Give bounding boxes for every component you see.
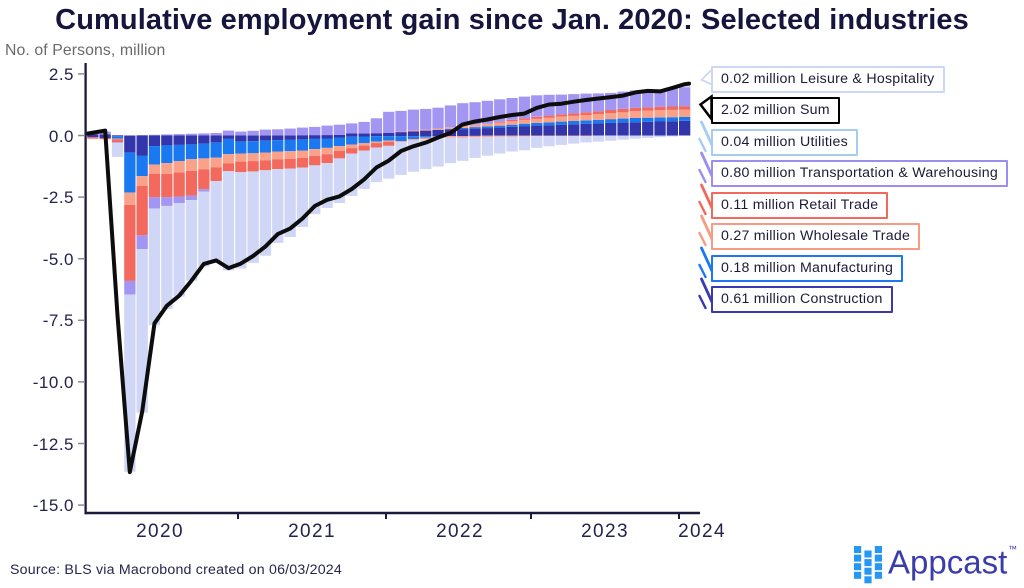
svg-text:™: ™ [1008,544,1017,554]
svg-text:Appcast: Appcast [888,544,1007,581]
